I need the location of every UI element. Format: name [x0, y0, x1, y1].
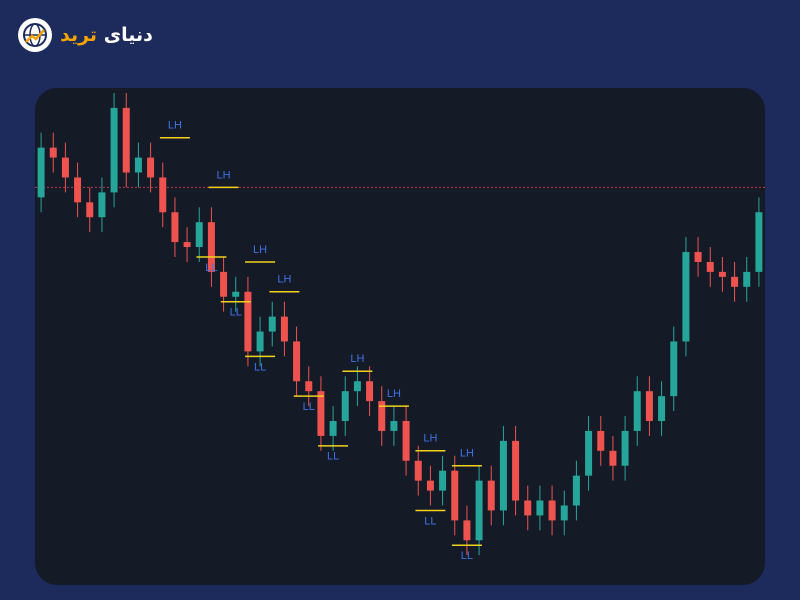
- candle-body: [329, 420, 337, 436]
- candle-body: [280, 316, 288, 342]
- candle-body: [597, 430, 605, 451]
- level-label: LL: [424, 515, 436, 527]
- level-label: LH: [217, 169, 231, 181]
- candle-body: [512, 440, 520, 501]
- candle-body: [268, 316, 276, 332]
- candle-body: [61, 157, 69, 178]
- candle-body: [439, 470, 447, 491]
- globe: [23, 23, 47, 47]
- candle-body: [585, 430, 593, 476]
- candle-body: [633, 391, 641, 431]
- candle-body: [232, 291, 240, 297]
- level-label: LH: [350, 353, 364, 365]
- level-label: LL: [230, 307, 242, 319]
- candle-body: [560, 505, 568, 521]
- level-label: LH: [253, 244, 267, 256]
- candle-body: [645, 391, 653, 421]
- logo: دنیای ترید: [18, 18, 153, 52]
- candle-body: [378, 401, 386, 431]
- level-label: LL: [254, 361, 266, 373]
- logo-text: دنیای ترید: [60, 24, 153, 46]
- candle-body: [706, 261, 714, 272]
- candle-body: [487, 480, 495, 511]
- candle-body: [86, 202, 94, 218]
- candle-body: [341, 391, 349, 421]
- level-label: LL: [327, 451, 339, 463]
- level-label: LL: [303, 401, 315, 413]
- candle-body: [731, 276, 739, 287]
- candle-body: [390, 420, 398, 431]
- candle-body: [682, 252, 690, 342]
- candle-body: [694, 252, 702, 262]
- candle-body: [171, 212, 179, 243]
- candle-body: [609, 450, 617, 466]
- logo-word: ترید: [60, 24, 98, 46]
- candle-body: [572, 475, 580, 506]
- candle-body: [293, 341, 301, 382]
- candle-body: [244, 291, 252, 352]
- candle-body: [147, 157, 155, 178]
- candle-body: [207, 222, 215, 272]
- level-label: LH: [387, 388, 401, 400]
- candle-body: [134, 157, 142, 173]
- candle-body: [195, 222, 203, 248]
- candle-body: [426, 480, 434, 491]
- candle-body: [463, 520, 471, 541]
- candle-body: [74, 177, 82, 203]
- candle-body: [670, 341, 678, 397]
- candle-body: [475, 480, 483, 541]
- level-label: LL: [461, 550, 473, 562]
- candle-body: [49, 147, 57, 158]
- candle-body: [658, 396, 666, 421]
- chart-panel: [35, 88, 765, 585]
- candle-body: [305, 381, 313, 392]
- candle-body: [220, 271, 228, 297]
- candle-body: [414, 460, 422, 481]
- candle-body: [122, 107, 130, 173]
- candle-body: [499, 440, 507, 511]
- candle-body: [524, 500, 532, 516]
- logo-word: دنیای: [103, 24, 153, 46]
- level-label: LL: [205, 262, 217, 274]
- candle-body: [256, 331, 264, 352]
- candle-body: [366, 381, 374, 402]
- candle-body: [621, 430, 629, 466]
- candle-body: [37, 147, 45, 198]
- candle-body: [451, 470, 459, 521]
- level-label: LH: [423, 433, 437, 445]
- candle-body: [183, 242, 191, 248]
- candle-body: [98, 192, 106, 218]
- candle-body: [718, 271, 726, 277]
- level-label: LH: [168, 120, 182, 132]
- logo-icon: [18, 18, 52, 52]
- candle-body: [536, 500, 544, 516]
- candle-body: [353, 381, 361, 392]
- candle-body: [317, 391, 325, 436]
- candle-body: [402, 420, 410, 461]
- candle-body: [548, 500, 556, 521]
- level-label: LH: [460, 448, 474, 460]
- level-label: LH: [277, 274, 291, 286]
- candle-body: [755, 212, 763, 272]
- candle-body: [159, 177, 167, 213]
- candle-body: [110, 107, 118, 193]
- candle-body: [743, 271, 751, 287]
